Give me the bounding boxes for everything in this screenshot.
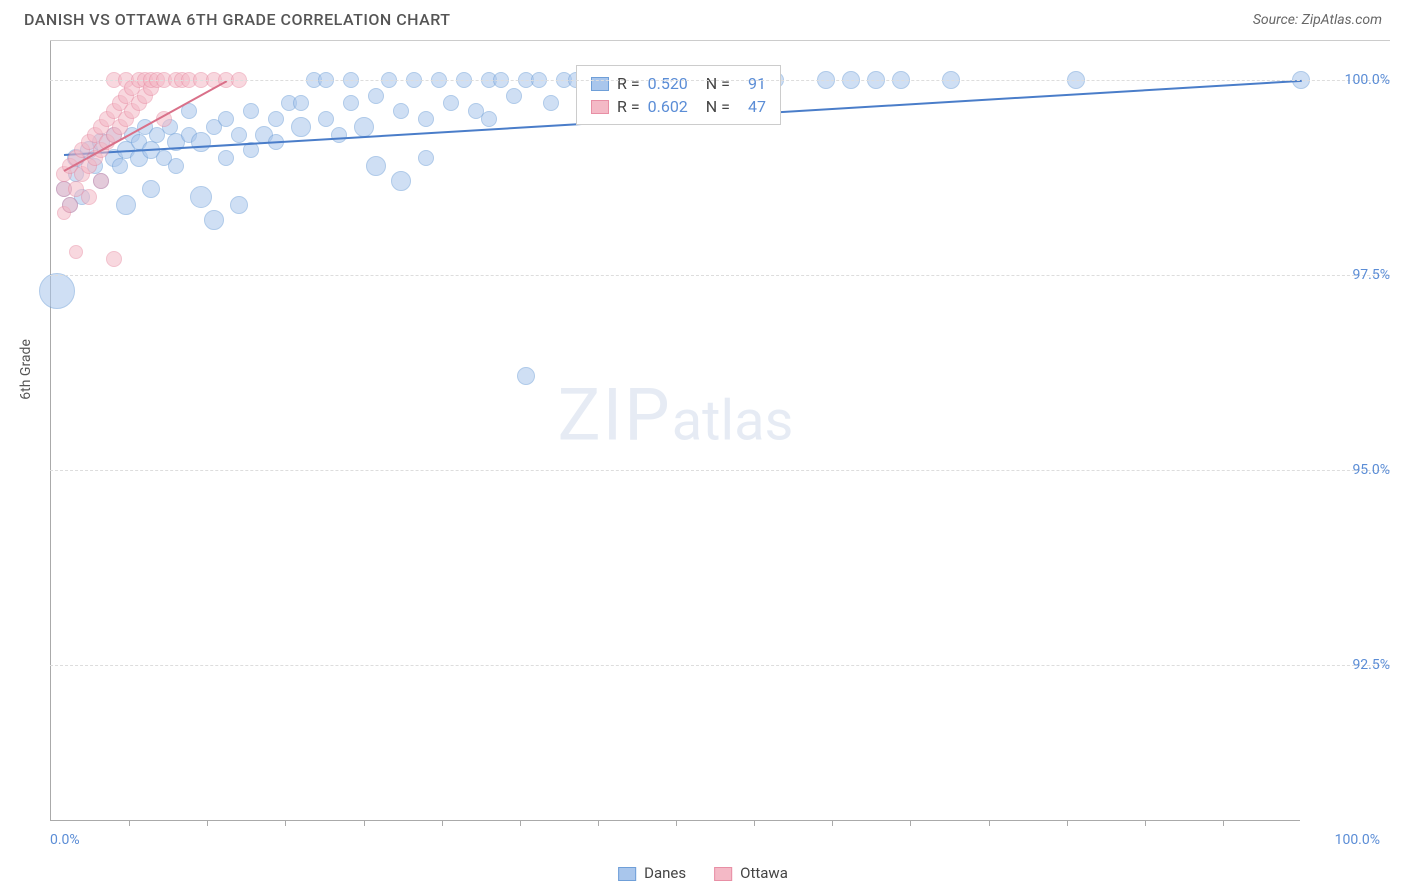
data-point	[116, 195, 136, 215]
data-point	[142, 180, 160, 198]
data-point	[218, 111, 234, 127]
n-value: 91	[738, 74, 766, 93]
data-point	[318, 111, 334, 127]
data-point	[268, 111, 284, 127]
data-point	[393, 103, 409, 119]
plot-region: ZIPatlas R = 0.520 N = 91 R = 0.602 N = 47	[50, 41, 1300, 821]
data-point	[293, 95, 309, 111]
data-point	[368, 88, 384, 104]
data-point	[331, 127, 347, 143]
legend-label: Ottawa	[740, 864, 788, 882]
y-axis-label: 6th Grade	[18, 339, 34, 400]
legend-swatch	[714, 867, 732, 881]
watermark: ZIPatlas	[558, 372, 794, 457]
y-tick-label: 92.5%	[1310, 657, 1390, 673]
x-tick	[910, 820, 911, 826]
stats-legend: R = 0.520 N = 91 R = 0.602 N = 47	[576, 65, 781, 125]
legend-item: Danes	[618, 864, 686, 882]
x-tick	[1067, 820, 1068, 826]
legend-swatch	[591, 77, 609, 91]
n-label: N =	[706, 97, 730, 116]
data-point	[106, 251, 122, 267]
legend-label: Danes	[644, 864, 686, 882]
n-label: N =	[706, 74, 730, 93]
x-tick	[364, 820, 365, 826]
data-point	[418, 111, 434, 127]
data-point	[93, 173, 109, 189]
data-point	[69, 245, 83, 259]
data-point	[230, 196, 248, 214]
x-tick	[442, 820, 443, 826]
gridline-h	[50, 470, 1390, 471]
chart-area: ZIPatlas R = 0.520 N = 91 R = 0.602 N = 47 92.5…	[50, 40, 1390, 820]
x-tick	[129, 820, 130, 826]
data-point	[204, 210, 224, 230]
data-point	[39, 273, 75, 309]
data-point	[418, 150, 434, 166]
data-point	[231, 127, 247, 143]
data-point	[62, 197, 78, 213]
data-point	[391, 171, 411, 191]
y-tick-label: 95.0%	[1310, 462, 1390, 478]
data-point	[191, 132, 211, 152]
r-value: 0.602	[648, 97, 688, 116]
legend-swatch	[591, 100, 609, 114]
data-point	[443, 95, 459, 111]
legend-swatch	[618, 867, 636, 881]
gridline-h	[50, 275, 1390, 276]
data-point	[190, 186, 212, 208]
x-tick	[832, 820, 833, 826]
data-point	[343, 95, 359, 111]
r-label: R =	[617, 97, 640, 116]
stats-legend-row: R = 0.602 N = 47	[591, 95, 766, 118]
data-point	[218, 150, 234, 166]
x-tick	[1145, 820, 1146, 826]
x-tick	[520, 820, 521, 826]
data-point	[168, 158, 184, 174]
data-point	[506, 88, 522, 104]
data-point	[366, 156, 386, 176]
stats-legend-row: R = 0.520 N = 91	[591, 72, 766, 95]
x-tick	[676, 820, 677, 826]
r-value: 0.520	[648, 74, 688, 93]
watermark-small: atlas	[672, 387, 794, 453]
y-tick-label: 100.0%	[1310, 72, 1390, 88]
data-point	[481, 111, 497, 127]
data-point	[291, 117, 311, 137]
x-tick-label: 100.0%	[1335, 832, 1380, 848]
data-point	[243, 103, 259, 119]
data-point	[543, 95, 559, 111]
x-tick-label: 0.0%	[50, 832, 80, 848]
x-tick	[754, 820, 755, 826]
x-tick	[598, 820, 599, 826]
data-point	[112, 158, 128, 174]
n-value: 47	[738, 97, 766, 116]
bottom-legend: Danes Ottawa	[618, 864, 788, 882]
data-point	[81, 189, 97, 205]
x-tick	[285, 820, 286, 826]
x-tick	[989, 820, 990, 826]
chart-title: DANISH VS OTTAWA 6TH GRADE CORRELATION C…	[24, 10, 451, 29]
gridline-h	[50, 665, 1390, 666]
x-tick	[1223, 820, 1224, 826]
data-point	[354, 117, 374, 137]
data-point	[517, 367, 535, 385]
source-attribution: Source: ZipAtlas.com	[1253, 12, 1382, 28]
r-label: R =	[617, 74, 640, 93]
x-tick	[207, 820, 208, 826]
gridline-h	[50, 80, 1390, 81]
y-tick-label: 97.5%	[1310, 267, 1390, 283]
watermark-big: ZIP	[558, 372, 672, 457]
legend-item: Ottawa	[714, 864, 788, 882]
